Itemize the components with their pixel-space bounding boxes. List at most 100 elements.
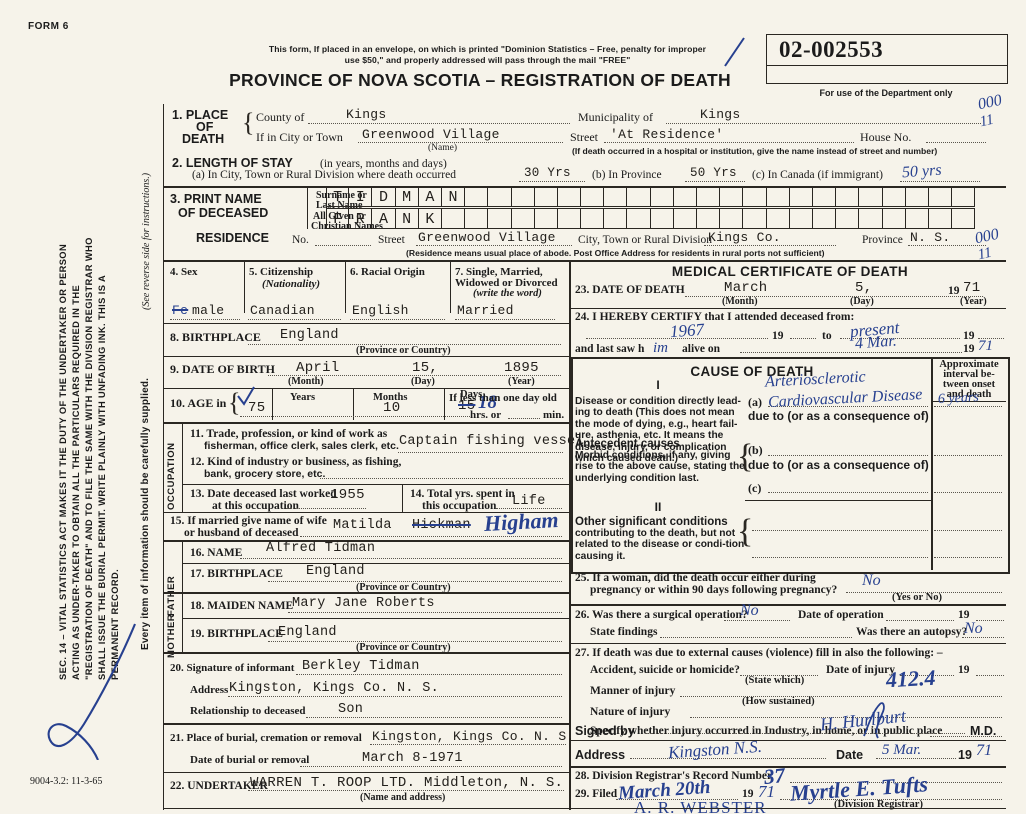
surname-cell[interactable] bbox=[673, 186, 697, 207]
industry-label1: 12. Kind of industry or business, as fis… bbox=[190, 456, 402, 468]
surname-cell[interactable] bbox=[812, 186, 837, 207]
given-name-cell[interactable] bbox=[441, 208, 466, 229]
given-name-cell[interactable] bbox=[882, 208, 906, 229]
surname-cell[interactable] bbox=[488, 186, 512, 207]
given-name-cell[interactable] bbox=[604, 208, 628, 229]
surname-cell[interactable]: I bbox=[349, 186, 373, 207]
interval-head4: and death bbox=[946, 389, 992, 400]
print-name-label2: OF DECEASED bbox=[178, 206, 269, 220]
surname-cell[interactable] bbox=[697, 186, 721, 207]
surname-cell[interactable] bbox=[859, 186, 883, 207]
given-name-cell[interactable] bbox=[859, 208, 883, 229]
burial-date-rule bbox=[300, 766, 562, 767]
pregnancy-value: No bbox=[862, 572, 881, 589]
surname-cell[interactable] bbox=[534, 186, 558, 207]
surname-cell[interactable]: D bbox=[372, 186, 396, 207]
burial-place-rule bbox=[370, 744, 566, 745]
age-label: 10. AGE in bbox=[170, 396, 227, 410]
surname-cell[interactable]: T bbox=[326, 186, 350, 207]
checkmark-icon bbox=[724, 37, 745, 67]
given-name-cell[interactable] bbox=[905, 208, 929, 229]
stay-a-value: 30 Yrs bbox=[524, 166, 571, 180]
surname-cell[interactable] bbox=[905, 186, 929, 207]
filed-label: 29. Filed bbox=[575, 788, 618, 800]
given-name-cell[interactable]: F bbox=[326, 208, 350, 229]
surname-cell[interactable] bbox=[928, 186, 953, 207]
print-name-divider bbox=[307, 188, 308, 229]
given-name-cell[interactable] bbox=[743, 208, 767, 229]
residence-city-rule bbox=[704, 245, 836, 246]
cause-c-rule bbox=[768, 492, 928, 493]
given-name-cell[interactable] bbox=[581, 208, 605, 229]
mother-section-label: MOTHER bbox=[166, 613, 177, 658]
stay-c-label: (c) In Canada (if immigrant) bbox=[752, 169, 883, 181]
age-div-a bbox=[272, 389, 273, 420]
given-name-cell[interactable] bbox=[928, 208, 953, 229]
dod-year: 71 bbox=[963, 280, 981, 296]
other-interval-rule-1 bbox=[934, 530, 1002, 531]
antecedent-brace-icon: { bbox=[737, 438, 754, 475]
surname-cell[interactable] bbox=[952, 186, 976, 207]
given-name-cell[interactable] bbox=[812, 208, 837, 229]
surname-cell[interactable] bbox=[789, 186, 813, 207]
given-name-cell[interactable] bbox=[789, 208, 813, 229]
given-name-cell[interactable] bbox=[488, 208, 512, 229]
part-i-description: Disease or condition directly lead-ing t… bbox=[575, 396, 741, 465]
dod-day-sub: (Day) bbox=[850, 296, 874, 307]
sex-rule bbox=[170, 319, 240, 320]
lastworked-value: 1955 bbox=[330, 487, 365, 503]
age-years-label: Years bbox=[290, 392, 316, 403]
given-name-cell[interactable] bbox=[627, 208, 651, 229]
surname-cell[interactable]: M bbox=[395, 186, 419, 207]
given-name-cell[interactable] bbox=[673, 208, 697, 229]
age-days-value: 18 bbox=[478, 392, 497, 413]
surname-cell[interactable]: A bbox=[418, 186, 442, 207]
lastworked-label2: at this occupation bbox=[212, 500, 299, 512]
surname-cell[interactable] bbox=[766, 186, 790, 207]
divider-13 bbox=[163, 652, 569, 654]
stay-c-rule bbox=[900, 181, 980, 182]
racial-origin-label: 6. Racial Origin bbox=[350, 266, 425, 278]
length-of-stay-sub: (in years, months and days) bbox=[320, 158, 447, 170]
divider-8 bbox=[163, 512, 569, 513]
surname-cell[interactable] bbox=[604, 186, 628, 207]
surname-cell[interactable] bbox=[882, 186, 906, 207]
record-number-label: 28. Division Registrar's Record Number bbox=[575, 770, 773, 782]
sex-value: male bbox=[192, 303, 225, 318]
surname-cell[interactable] bbox=[743, 186, 767, 207]
surname-cell[interactable] bbox=[836, 186, 860, 207]
residence-city-label: City, Town or Rural Division bbox=[578, 234, 713, 246]
given-name-cell[interactable]: A bbox=[372, 208, 396, 229]
given-name-cell[interactable] bbox=[720, 208, 744, 229]
surname-cell[interactable]: N bbox=[441, 186, 466, 207]
given-name-cell[interactable]: R bbox=[349, 208, 373, 229]
given-name-cell[interactable] bbox=[952, 208, 976, 229]
father-vert-rule bbox=[182, 542, 183, 624]
given-name-cell[interactable] bbox=[650, 208, 674, 229]
burial-place-value: Kingston, Kings Co. N. S. bbox=[372, 729, 575, 744]
spouse-label1: 15. If married give name of wife bbox=[170, 515, 327, 527]
given-name-cell[interactable] bbox=[766, 208, 790, 229]
given-name-cell[interactable] bbox=[557, 208, 582, 229]
given-name-cell[interactable] bbox=[534, 208, 558, 229]
given-name-cell[interactable]: K bbox=[418, 208, 442, 229]
given-name-cell[interactable] bbox=[697, 208, 721, 229]
surname-cell[interactable] bbox=[720, 186, 744, 207]
given-name-cell[interactable] bbox=[511, 208, 535, 229]
surname-cell[interactable] bbox=[627, 186, 651, 207]
given-name-cell[interactable] bbox=[465, 208, 489, 229]
father-name-value: Alfred Tidman bbox=[266, 541, 376, 556]
racial-origin-rule bbox=[350, 319, 445, 320]
registration-number-box: 02-002553 bbox=[766, 34, 1008, 84]
given-name-cell[interactable] bbox=[836, 208, 860, 229]
surname-cell[interactable] bbox=[650, 186, 674, 207]
dod-day: 5, bbox=[855, 280, 873, 296]
surname-cell[interactable] bbox=[557, 186, 582, 207]
surname-cell[interactable] bbox=[465, 186, 489, 207]
cause-heading: CAUSE OF DEATH bbox=[690, 364, 814, 379]
pregnancy-sub: (Yes or No) bbox=[892, 592, 942, 603]
given-name-cell[interactable]: N bbox=[395, 208, 419, 229]
surname-cell[interactable] bbox=[511, 186, 535, 207]
marital-value: Married bbox=[457, 303, 514, 318]
surname-cell[interactable] bbox=[581, 186, 605, 207]
